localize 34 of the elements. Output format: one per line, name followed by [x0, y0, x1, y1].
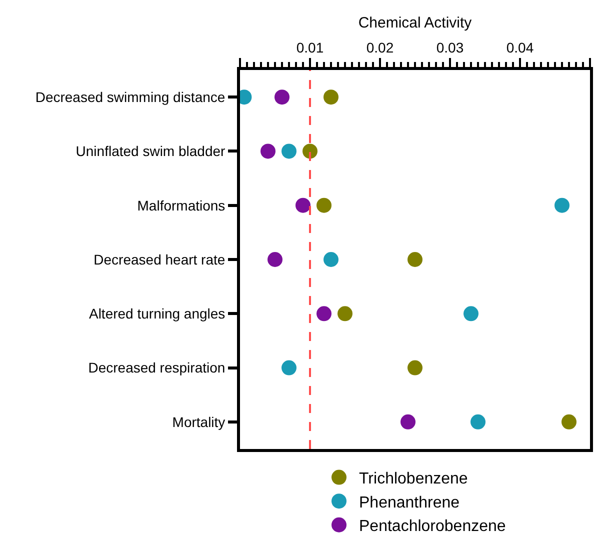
point — [324, 252, 338, 267]
point — [316, 306, 332, 322]
x-tick-label: 0.02 — [366, 39, 394, 56]
point — [562, 414, 576, 430]
point — [470, 414, 486, 430]
point — [316, 198, 332, 213]
point — [408, 252, 422, 267]
y-tick-label: Uninflated swim bladder — [76, 143, 226, 160]
point — [464, 306, 478, 322]
point — [296, 198, 310, 213]
point — [282, 144, 296, 159]
y-tick-label: Decreased heart rate — [94, 251, 226, 268]
point — [408, 360, 422, 376]
point — [274, 90, 290, 105]
y-tick-label: Malformations — [137, 197, 226, 214]
legend-label: Phenanthrene — [359, 494, 460, 512]
point — [268, 252, 282, 267]
point — [338, 306, 352, 322]
x-axis-title: Chemical Activity — [358, 14, 472, 32]
y-tick-label: Mortality — [172, 414, 226, 430]
point — [282, 360, 296, 376]
legend-label: Trichlobenzene — [359, 470, 468, 488]
point — [260, 144, 276, 159]
legend-label: Pentachlorobenzene — [359, 518, 506, 536]
y-tick-label: Altered turning angles — [88, 306, 226, 322]
point — [400, 414, 416, 430]
x-tick-label: 0.04 — [506, 39, 534, 56]
point — [302, 144, 318, 159]
point — [554, 198, 570, 213]
y-tick-label: Decreased respiration — [88, 360, 226, 376]
x-tick-label: 0.03 — [436, 39, 464, 56]
point — [324, 90, 338, 105]
y-tick-label: Decreased swimming distance — [35, 88, 226, 105]
x-tick-label: 0.01 — [296, 39, 324, 56]
